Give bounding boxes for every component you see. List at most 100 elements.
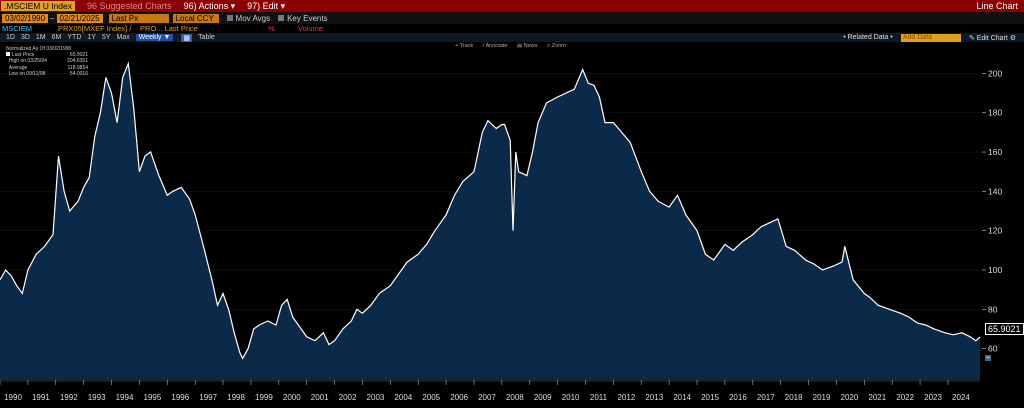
ticker-field[interactable]: .MSCIEM U Index bbox=[1, 1, 76, 11]
table-button[interactable]: Table bbox=[198, 34, 215, 41]
chart-legend: Normalized As Of 03/02/1990 Last Price 65… bbox=[6, 46, 88, 77]
end-date-field[interactable]: 02/21/2025 bbox=[56, 13, 103, 23]
period-1m[interactable]: 1M bbox=[35, 34, 46, 41]
series-line bbox=[0, 61, 981, 360]
x-tick-label: 2019 bbox=[813, 393, 831, 402]
zoom-tool[interactable]: ⌕ Zoom bbox=[547, 43, 566, 49]
x-tick-label: 2017 bbox=[757, 393, 775, 402]
mov-avgs-label: Mov Avgs bbox=[235, 13, 271, 23]
add-data-input[interactable]: Add Data bbox=[900, 33, 961, 42]
x-tick-label: 2006 bbox=[450, 393, 468, 402]
period-1y[interactable]: 1Y bbox=[87, 34, 96, 41]
period-3d[interactable]: 3D bbox=[20, 34, 30, 41]
x-tick-label: 1997 bbox=[199, 393, 217, 402]
y-tick-label: 120 bbox=[988, 226, 1002, 236]
date-separator: – bbox=[50, 13, 55, 23]
x-tick-label: 1994 bbox=[116, 393, 134, 402]
x-tick-label: 2003 bbox=[367, 393, 385, 402]
y-tick-label: 80 bbox=[988, 304, 998, 314]
actions-menu[interactable]: 96) Actions ▾ bbox=[183, 0, 236, 11]
table-icon[interactable]: ▦ bbox=[181, 33, 193, 42]
x-tick-label: 2022 bbox=[896, 393, 914, 402]
legend-label: Low on 09/11/98 bbox=[8, 70, 46, 77]
x-tick-label: 1990 bbox=[4, 393, 22, 402]
x-tick-label: 2016 bbox=[729, 393, 747, 402]
x-tick-label: 2020 bbox=[841, 393, 859, 402]
legend-header: Normalized As Of 03/02/1990 bbox=[6, 46, 72, 52]
edit-menu[interactable]: 97) Edit ▾ bbox=[247, 0, 286, 11]
period-6m[interactable]: 6M bbox=[51, 34, 62, 41]
x-axis-panel bbox=[0, 380, 1024, 408]
x-tick-label: 1998 bbox=[227, 393, 245, 402]
chart-type-title: Line Chart bbox=[976, 1, 1018, 11]
x-tick-label: 2024 bbox=[952, 393, 970, 402]
legend-value: 204.6351 bbox=[67, 58, 88, 65]
y-tick-label: 200 bbox=[988, 68, 1002, 78]
x-tick-label: 1991 bbox=[32, 393, 50, 402]
legend-row: High on 03/25/94 204.6351 bbox=[6, 58, 88, 64]
y-tick-label: 160 bbox=[988, 147, 1002, 157]
x-tick-label: 2023 bbox=[924, 393, 942, 402]
x-tick-label: 2000 bbox=[283, 393, 301, 402]
x-tick-label: 2008 bbox=[506, 393, 524, 402]
chart-tools: + Track / Annotate ▤ News ⌕ Zoom bbox=[455, 43, 574, 50]
percent-label: % bbox=[268, 24, 275, 33]
edit-chart-button[interactable]: ✎ Edit Chart ⚙ bbox=[968, 34, 1016, 42]
x-tick-label: 2009 bbox=[534, 393, 552, 402]
x-tick-label: 1996 bbox=[171, 393, 189, 402]
last-value-label: 65.9021 bbox=[985, 323, 1024, 335]
small-indicator: ▪▪ bbox=[985, 355, 991, 361]
x-tick-label: 2012 bbox=[617, 393, 635, 402]
period-max[interactable]: Max bbox=[116, 34, 130, 41]
series-field-1: PRX05[MXEF Index] / bbox=[58, 24, 132, 33]
legend-swatch bbox=[6, 52, 10, 57]
y-tick-label: 140 bbox=[988, 186, 1002, 196]
related-data-button[interactable]: • Related Data • bbox=[843, 34, 893, 41]
y-tick-label: 60 bbox=[988, 344, 998, 354]
legend-row: Average 118.9854 bbox=[6, 65, 88, 71]
legend-value: 54.0016 bbox=[69, 70, 88, 77]
x-tick-label: 2001 bbox=[311, 393, 329, 402]
volume-label: Volume bbox=[298, 24, 324, 33]
checkbox-icon bbox=[226, 15, 233, 22]
x-tick-label: 2018 bbox=[785, 393, 803, 402]
legend-label: High on 03/25/94 bbox=[8, 58, 47, 65]
frequency-select[interactable]: Weekly ▼ bbox=[135, 34, 174, 41]
toolbar: 1D 3D 1M 6M YTD 1Y 5Y Max Weekly ▼ ▦ Tab… bbox=[0, 33, 1024, 42]
annotate-tool[interactable]: / Annotate bbox=[482, 43, 508, 49]
start-date-field[interactable]: 03/02/1990 bbox=[2, 13, 49, 23]
series-row: MSCIEM PRX05[MXEF Index] / PRO... Last P… bbox=[0, 24, 1024, 33]
key-events-toggle[interactable]: Key Events bbox=[278, 14, 328, 23]
period-ytd[interactable]: YTD bbox=[67, 34, 82, 41]
legend-row: Last Price 65.9021 bbox=[6, 52, 88, 58]
x-tick-label: 2011 bbox=[590, 393, 608, 402]
x-tick-label: 1995 bbox=[144, 393, 162, 402]
mov-avgs-toggle[interactable]: Mov Avgs bbox=[226, 13, 271, 23]
controls-row: 03/02/1990 – 02/21/2025 Last Px Local CC… bbox=[0, 12, 1024, 24]
price-field-select[interactable]: Last Px bbox=[108, 13, 169, 23]
x-tick-label: 2014 bbox=[673, 393, 691, 402]
series-name: MSCIEM bbox=[2, 24, 32, 33]
currency-select[interactable]: Local CCY bbox=[172, 13, 219, 23]
y-tick-label: 100 bbox=[988, 265, 1002, 275]
x-tick-label: 2013 bbox=[645, 393, 663, 402]
legend-value: 118.9854 bbox=[67, 64, 88, 71]
suggested-charts-menu[interactable]: 96 Suggested Charts bbox=[87, 1, 172, 11]
period-1d[interactable]: 1D bbox=[6, 34, 15, 41]
x-tick-label: 2005 bbox=[422, 393, 440, 402]
period-5y[interactable]: 5Y bbox=[101, 34, 111, 41]
legend-value: 65.9021 bbox=[69, 52, 88, 59]
top-bar: .MSCIEM U Index 96 Suggested Charts 96) … bbox=[0, 0, 1024, 12]
legend-label: Last Price bbox=[12, 52, 35, 59]
x-tick-label: 2010 bbox=[562, 393, 580, 402]
x-tick-label: 1999 bbox=[255, 393, 273, 402]
news-tool[interactable]: ▤ News bbox=[517, 43, 538, 49]
x-tick-label: 1993 bbox=[88, 393, 106, 402]
price-chart[interactable]: 60 80 100 120 140 160 180 200 1990 1991 1992 1993 19… bbox=[0, 42, 1024, 408]
x-tick-label: 1992 bbox=[60, 393, 78, 402]
x-tick-label: 2015 bbox=[701, 393, 719, 402]
y-tick-label: 180 bbox=[988, 108, 1002, 118]
x-tick-label: 2002 bbox=[339, 393, 357, 402]
x-tick-label: 2021 bbox=[868, 393, 886, 402]
track-tool[interactable]: + Track bbox=[455, 43, 474, 49]
